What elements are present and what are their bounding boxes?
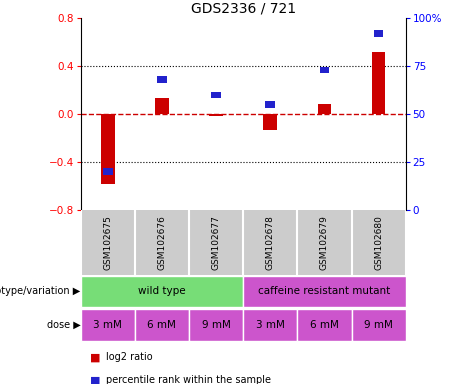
Text: percentile rank within the sample: percentile rank within the sample — [106, 376, 271, 384]
Text: wild type: wild type — [138, 286, 186, 296]
Bar — [101, 114, 114, 184]
Bar — [319, 66, 329, 73]
Bar — [81, 276, 243, 307]
Bar — [372, 51, 385, 114]
Text: GSM102680: GSM102680 — [374, 215, 383, 270]
Bar — [211, 91, 221, 98]
Text: GSM102679: GSM102679 — [320, 215, 329, 270]
Bar — [81, 309, 135, 341]
Bar — [266, 101, 275, 108]
Title: GDS2336 / 721: GDS2336 / 721 — [190, 2, 296, 15]
Bar — [189, 309, 243, 341]
Text: 3 mM: 3 mM — [256, 320, 285, 330]
Bar — [264, 114, 277, 130]
Text: log2 ratio: log2 ratio — [106, 353, 153, 362]
Bar — [243, 276, 406, 307]
Bar — [103, 168, 112, 175]
Text: 6 mM: 6 mM — [148, 320, 177, 330]
Bar — [209, 114, 223, 116]
Text: ■: ■ — [90, 353, 100, 362]
Bar — [318, 104, 331, 114]
Text: genotype/variation ▶: genotype/variation ▶ — [0, 286, 81, 296]
Text: 9 mM: 9 mM — [201, 320, 230, 330]
Bar — [243, 309, 297, 341]
Text: 9 mM: 9 mM — [364, 320, 393, 330]
Bar — [374, 30, 384, 36]
Text: caffeine resistant mutant: caffeine resistant mutant — [258, 286, 390, 296]
Bar — [135, 309, 189, 341]
Bar — [155, 98, 169, 114]
Text: GSM102678: GSM102678 — [266, 215, 275, 270]
Bar — [157, 76, 167, 83]
Text: dose ▶: dose ▶ — [47, 320, 81, 330]
Text: 3 mM: 3 mM — [93, 320, 122, 330]
Bar — [352, 309, 406, 341]
Text: GSM102677: GSM102677 — [212, 215, 221, 270]
Text: ■: ■ — [90, 376, 100, 384]
Text: 6 mM: 6 mM — [310, 320, 339, 330]
Text: GSM102675: GSM102675 — [103, 215, 112, 270]
Text: GSM102676: GSM102676 — [157, 215, 166, 270]
Bar — [297, 309, 352, 341]
